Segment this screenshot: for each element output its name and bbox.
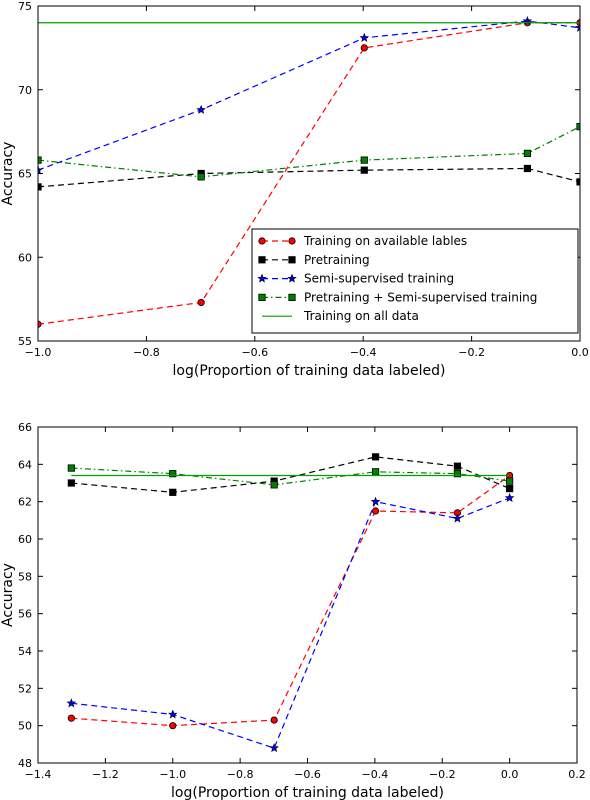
series-2-point xyxy=(66,698,77,708)
x-tick-label: 0.0 xyxy=(571,346,589,359)
x-axis-label: log(Proportion of training data labeled) xyxy=(173,363,446,379)
legend-marker xyxy=(258,256,266,264)
series-0-point xyxy=(197,298,205,307)
legend-marker xyxy=(288,237,296,245)
legend-marker xyxy=(288,256,296,264)
y-tick-label: 60 xyxy=(18,533,32,546)
legend-marker xyxy=(287,273,297,283)
y-tick-label: 50 xyxy=(18,720,32,733)
y-tick-label: 62 xyxy=(18,496,32,509)
series-1-point xyxy=(523,164,532,173)
series-3-point xyxy=(523,149,532,157)
series-2-point xyxy=(38,165,43,175)
y-tick-label: 75 xyxy=(18,0,32,13)
series-1-point xyxy=(67,479,75,487)
legend-entry-label: Pretraining xyxy=(304,253,370,267)
y-tick-label: 54 xyxy=(18,645,32,658)
legend-marker xyxy=(288,293,296,302)
x-tick-label: 0.0 xyxy=(501,768,519,781)
y-tick-label: 60 xyxy=(18,251,32,264)
y-tick-label: 48 xyxy=(18,757,32,770)
x-tick-label: 0.2 xyxy=(568,768,586,781)
series-2-point xyxy=(269,743,279,753)
series-1-point xyxy=(506,484,514,493)
y-axis-label: Accuracy xyxy=(0,563,16,627)
series-2-point xyxy=(167,709,178,719)
series-line-3 xyxy=(71,467,510,486)
series-2-point xyxy=(196,104,206,114)
legend-box xyxy=(251,228,579,334)
series-1-point xyxy=(169,488,177,496)
plot-area xyxy=(38,16,580,328)
series-2-point xyxy=(452,513,463,523)
series-0-point xyxy=(38,320,42,328)
plot-area xyxy=(66,453,515,753)
x-tick-label: −0.8 xyxy=(227,768,254,781)
series-1-point xyxy=(371,453,380,461)
y-tick-label: 58 xyxy=(18,570,32,583)
y-tick-label: 65 xyxy=(18,168,32,181)
x-tick-label: −1.4 xyxy=(25,768,52,781)
series-2-point xyxy=(575,22,580,32)
series-0-point xyxy=(67,714,75,722)
series-3-point xyxy=(360,156,368,164)
series-3-point xyxy=(270,481,278,489)
legend-entry-label: Semi-supervised training xyxy=(304,272,454,286)
series-3-point xyxy=(197,173,205,181)
x-tick-label: −0.4 xyxy=(350,346,377,359)
legend-marker xyxy=(257,273,267,283)
series-line-1 xyxy=(38,167,580,188)
x-tick-label: −0.2 xyxy=(429,768,456,781)
y-tick-label: 66 xyxy=(18,421,32,434)
legend: Training on available lables Pretraining S… xyxy=(251,228,579,334)
y-tick-label: 64 xyxy=(18,458,32,471)
series-0-point xyxy=(270,716,278,724)
legend-marker xyxy=(258,237,266,245)
top-chart: −1.0 −0.8 −0.6 −0.4 −0.2 0.0 55 60 65 70 75 log(Pro… xyxy=(0,0,589,379)
series-0-point xyxy=(169,722,177,730)
series-3-point xyxy=(371,468,380,476)
x-tick-label: −0.4 xyxy=(362,768,389,781)
series-1-point xyxy=(360,166,368,174)
y-tick-label: 56 xyxy=(18,608,32,621)
series-3-point xyxy=(38,156,42,164)
x-tick-label: −1.0 xyxy=(25,346,52,359)
y-tick-label: 52 xyxy=(18,682,32,695)
x-tick-label: −1.0 xyxy=(159,768,186,781)
legend-marker xyxy=(258,293,266,302)
series-3-point xyxy=(169,470,177,478)
series-2-point xyxy=(370,496,381,506)
series-2-point xyxy=(504,492,515,503)
x-tick-label: −0.6 xyxy=(241,346,268,359)
series-0-point xyxy=(360,44,368,52)
legend-entry-label: Training on available lables xyxy=(303,234,467,248)
series-line-0 xyxy=(71,475,510,727)
bottom-chart: −1.4 −1.2 −1.0 −0.8 −0.6 −0.4 −0.2 0.0 0.2 48 50 52… xyxy=(0,421,586,800)
series-1-point xyxy=(453,462,462,470)
series-0-point xyxy=(371,507,380,515)
legend-entry-label: Training on all data xyxy=(303,309,419,323)
y-tick-label: 55 xyxy=(18,335,32,348)
x-tick-label: −0.8 xyxy=(133,346,160,359)
series-line-1 xyxy=(71,456,510,493)
x-axis-label: log(Proportion of training data labeled) xyxy=(171,785,444,800)
series-3-point xyxy=(453,470,462,478)
x-tick-label: −0.2 xyxy=(458,346,485,359)
x-tick-label: −0.6 xyxy=(294,768,321,781)
series-3-point xyxy=(506,477,514,485)
y-axis-label: Accuracy xyxy=(0,142,16,206)
y-tick-label: 70 xyxy=(18,84,32,97)
x-tick-label: −1.2 xyxy=(92,768,119,781)
series-line-2 xyxy=(71,497,510,749)
plot-frame xyxy=(37,426,578,764)
legend-entry-label: Pretraining + Semi-supervised training xyxy=(304,290,537,304)
series-line-2 xyxy=(38,20,580,171)
series-3-point xyxy=(67,464,75,472)
series-2-point xyxy=(359,32,370,42)
series-1-point xyxy=(38,183,42,191)
